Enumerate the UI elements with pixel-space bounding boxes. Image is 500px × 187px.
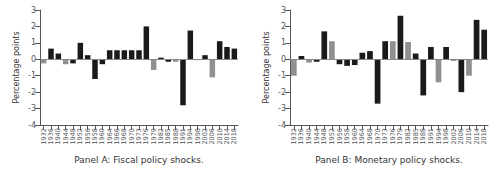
svg-text:1973: 1973 [135, 128, 143, 145]
svg-text:1940: 1940 [305, 128, 313, 145]
svg-text:2018: 2018 [230, 128, 238, 145]
svg-text:-3: -3 [28, 104, 36, 113]
svg-text:2002: 2002 [449, 128, 458, 145]
svg-text:1936: 1936 [297, 128, 306, 145]
svg-text:-1: -1 [28, 71, 36, 80]
svg-text:1964: 1964 [105, 128, 114, 145]
svg-text:Percentage points: Percentage points [262, 31, 271, 103]
svg-text:1970: 1970 [373, 128, 382, 145]
svg-text:3: 3 [31, 6, 36, 15]
svg-text:2018: 2018 [480, 128, 488, 145]
svg-text:1976: 1976 [142, 128, 151, 145]
svg-text:0: 0 [31, 55, 36, 64]
svg-text:2006: 2006 [457, 128, 466, 145]
svg-text:Panel A: Fiscal policy shocks.: Panel A: Fiscal policy shocks. [74, 155, 204, 165]
svg-text:2002: 2002 [201, 128, 209, 145]
svg-text:2014: 2014 [223, 128, 231, 145]
svg-text:2010: 2010 [465, 128, 473, 145]
svg-text:-4: -4 [28, 121, 36, 130]
svg-text:2010: 2010 [215, 128, 224, 145]
svg-text:1968: 1968 [120, 128, 129, 145]
svg-text:1994: 1994 [186, 128, 195, 145]
svg-text:-4: -4 [278, 121, 286, 130]
svg-text:1998: 1998 [193, 128, 202, 145]
svg-text:1936: 1936 [47, 128, 55, 145]
svg-text:Panel B: Monetary policy shock: Panel B: Monetary policy shocks. [315, 155, 463, 165]
svg-text:1979: 1979 [149, 128, 158, 145]
svg-text:1956: 1956 [83, 128, 92, 145]
svg-text:1948: 1948 [320, 128, 329, 145]
svg-text:1932: 1932 [39, 128, 48, 145]
svg-text:1958: 1958 [343, 128, 352, 145]
svg-text:1991: 1991 [426, 128, 435, 145]
svg-text:Percentage points: Percentage points [12, 31, 21, 103]
svg-text:1979: 1979 [396, 128, 405, 145]
svg-text:1994: 1994 [434, 128, 443, 145]
svg-text:1982: 1982 [404, 128, 412, 145]
svg-text:1970: 1970 [127, 128, 136, 145]
svg-text:1985: 1985 [411, 128, 420, 145]
svg-text:2: 2 [281, 22, 286, 31]
svg-text:1973: 1973 [381, 128, 390, 145]
svg-text:1960: 1960 [98, 128, 107, 145]
svg-text:1964: 1964 [358, 128, 367, 145]
svg-text:1932: 1932 [289, 128, 298, 145]
svg-text:1956: 1956 [335, 128, 344, 145]
svg-text:-3: -3 [278, 104, 286, 113]
svg-text:2006: 2006 [208, 128, 217, 145]
svg-text:1968: 1968 [366, 128, 374, 145]
svg-text:1952: 1952 [327, 128, 336, 145]
svg-text:1944: 1944 [61, 128, 70, 145]
svg-text:1966: 1966 [113, 128, 121, 145]
svg-text:1960: 1960 [350, 128, 359, 145]
svg-text:1: 1 [281, 38, 286, 47]
svg-text:1998: 1998 [442, 128, 451, 145]
svg-text:2014: 2014 [472, 128, 481, 145]
svg-text:-2: -2 [278, 88, 286, 97]
svg-text:1948: 1948 [69, 128, 77, 145]
svg-text:-2: -2 [28, 88, 36, 97]
svg-text:1958: 1958 [91, 128, 99, 145]
svg-text:1: 1 [31, 38, 36, 47]
svg-text:1976: 1976 [388, 128, 397, 145]
svg-text:1985: 1985 [164, 128, 173, 145]
svg-text:3: 3 [281, 6, 286, 15]
svg-text:1940: 1940 [54, 128, 63, 145]
svg-text:2: 2 [31, 22, 36, 31]
svg-text:1944: 1944 [312, 128, 321, 145]
svg-text:-1: -1 [278, 71, 286, 80]
svg-text:1988: 1988 [419, 128, 428, 145]
svg-text:0: 0 [281, 55, 286, 64]
svg-text:1952: 1952 [76, 128, 85, 145]
svg-text:1988: 1988 [171, 128, 180, 145]
svg-text:1991: 1991 [179, 128, 187, 145]
svg-text:1982: 1982 [157, 128, 165, 145]
